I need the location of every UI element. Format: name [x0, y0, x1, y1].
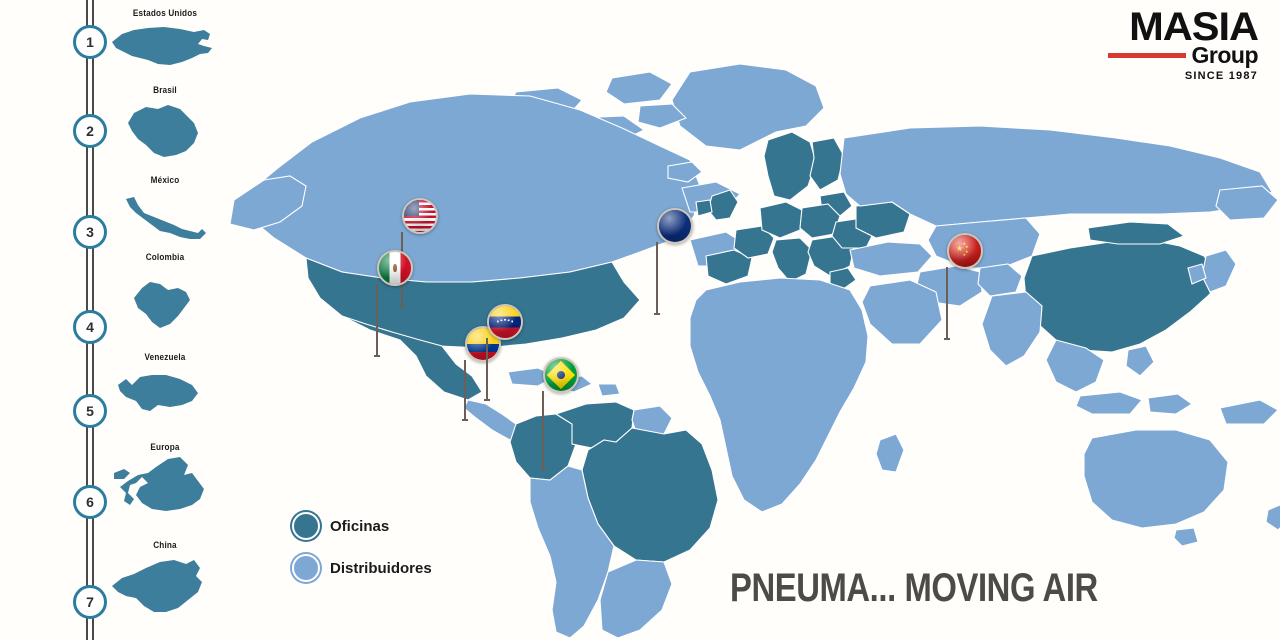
country-sidebar: 1 Estados Unidos 2 Brasil 3 México 4 Col… — [0, 0, 220, 640]
region-benelux-germany — [759, 201, 803, 239]
masia-group-logo[interactable]: MASIA Group SINCE 1987 — [1058, 7, 1259, 83]
logo-since-text: SINCE 1987 — [1184, 70, 1258, 83]
country-greenland — [671, 63, 825, 151]
region-alps-italy — [771, 237, 813, 283]
continent-africa — [689, 277, 869, 513]
sidebar-label-europa: Europa — [150, 442, 180, 453]
brazil-shape — [108, 97, 220, 159]
sidebar-badge-2[interactable]: 2 — [73, 114, 107, 148]
logo-red-line — [1107, 53, 1186, 59]
sidebar-item-estados-unidos[interactable]: 1 Estados Unidos — [0, 0, 220, 90]
region-southeast-asia — [1045, 339, 1105, 393]
region-alaska — [229, 175, 307, 231]
sidebar-item-brasil[interactable]: 2 Brasil — [0, 83, 220, 173]
ve-flag-icon — [487, 304, 523, 340]
country-india — [981, 291, 1043, 367]
country-argentina — [599, 559, 673, 639]
region-arabia — [861, 279, 943, 345]
pin-stem — [944, 267, 950, 340]
country-china — [1023, 239, 1217, 353]
pin-stem — [374, 284, 380, 357]
mx-flag-icon — [377, 250, 413, 286]
usa-shape — [108, 20, 220, 72]
region-caribbean-3 — [597, 383, 621, 397]
sidebar-item-china[interactable]: 7 China — [0, 540, 220, 630]
region-andes-south — [529, 465, 615, 639]
country-iceland — [667, 161, 703, 183]
country-japan — [1201, 249, 1237, 293]
logo-brand-sub: Group — [1191, 42, 1259, 69]
country-indonesia-1 — [1075, 391, 1143, 415]
map-legend: Oficinas Distribuidores — [292, 508, 432, 592]
eu-flag-icon — [657, 208, 693, 244]
br-flag-icon — [543, 357, 579, 393]
pin-stem — [540, 391, 546, 470]
region-central-asia — [927, 217, 1041, 269]
colombia-shape — [108, 268, 220, 330]
sidebar-badge-5[interactable]: 5 — [73, 394, 107, 428]
mexico-shape — [108, 191, 220, 243]
country-australia — [1083, 429, 1229, 529]
legend-item-distribuidores[interactable]: Distribuidores — [292, 550, 432, 586]
logo-brand-name: MASIA — [1129, 5, 1259, 49]
region-scandinavia — [763, 131, 817, 201]
legend-label-oficinas: Oficinas — [330, 517, 390, 535]
sidebar-label-brasil: Brasil — [153, 85, 177, 96]
sidebar-badge-1[interactable]: 1 — [73, 25, 107, 59]
arctic-islands-4 — [637, 103, 687, 129]
sidebar-label-estados-unidos: Estados Unidos — [132, 8, 198, 19]
cn-flag-icon: ★ ★ ★ ★ ★ — [947, 233, 983, 269]
pin-stem — [484, 338, 490, 401]
country-finland — [809, 137, 845, 191]
venezuela-shape — [108, 367, 220, 419]
country-papua — [1219, 399, 1279, 425]
country-russia — [839, 125, 1273, 227]
region-caucasus-turkey — [849, 241, 933, 277]
world-map[interactable]: ★ ★ ★ ★ ★ Oficinas Distribuidores PNEUMA… — [220, 0, 1280, 640]
country-greece — [829, 267, 857, 291]
europe-shape — [108, 455, 220, 513]
sidebar-item-venezuela[interactable]: 5 Venezuela — [0, 345, 220, 435]
sidebar-label-china: China — [153, 540, 177, 551]
pin-stem — [654, 242, 660, 315]
country-afghanistan — [977, 263, 1023, 297]
russia-far-east — [1215, 185, 1279, 221]
world-map-svg — [229, 63, 1280, 639]
legend-item-oficinas[interactable]: Oficinas — [292, 508, 432, 544]
legend-label-distribuidores: Distribuidores — [330, 559, 432, 577]
country-indonesia-2 — [1147, 393, 1193, 415]
us-flag-icon — [402, 198, 438, 234]
sidebar-badge-7[interactable]: 7 — [73, 585, 107, 619]
sidebar-badge-3[interactable]: 3 — [73, 215, 107, 249]
sidebar-label-venezuela: Venezuela — [144, 352, 186, 363]
pin-stem — [462, 360, 468, 421]
country-mongolia-part — [1087, 221, 1186, 245]
country-ireland — [695, 199, 713, 217]
sidebar-item-europa[interactable]: 6 Europa — [0, 435, 220, 525]
tagline: PNEUMA... MOVING AIR — [730, 566, 1098, 610]
country-spain-portugal — [705, 249, 753, 285]
sidebar-badge-4[interactable]: 4 — [73, 310, 107, 344]
sidebar-item-mexico[interactable]: 3 México — [0, 175, 220, 265]
country-tasmania — [1173, 527, 1199, 547]
sidebar-badge-6[interactable]: 6 — [73, 485, 107, 519]
arctic-islands-1 — [605, 71, 673, 105]
country-mexico — [341, 315, 483, 401]
china-shape — [108, 554, 220, 616]
country-korea — [1187, 263, 1207, 285]
sidebar-label-colombia: Colombia — [145, 252, 185, 263]
country-philippines — [1125, 345, 1155, 377]
legend-dot-oficinas — [292, 512, 320, 540]
sidebar-item-colombia[interactable]: 4 Colombia — [0, 252, 220, 344]
country-madagascar — [875, 433, 905, 473]
country-new-zealand-1 — [1265, 504, 1280, 531]
legend-dot-distribuidores — [292, 554, 320, 582]
sidebar-label-mexico: México — [150, 175, 180, 186]
